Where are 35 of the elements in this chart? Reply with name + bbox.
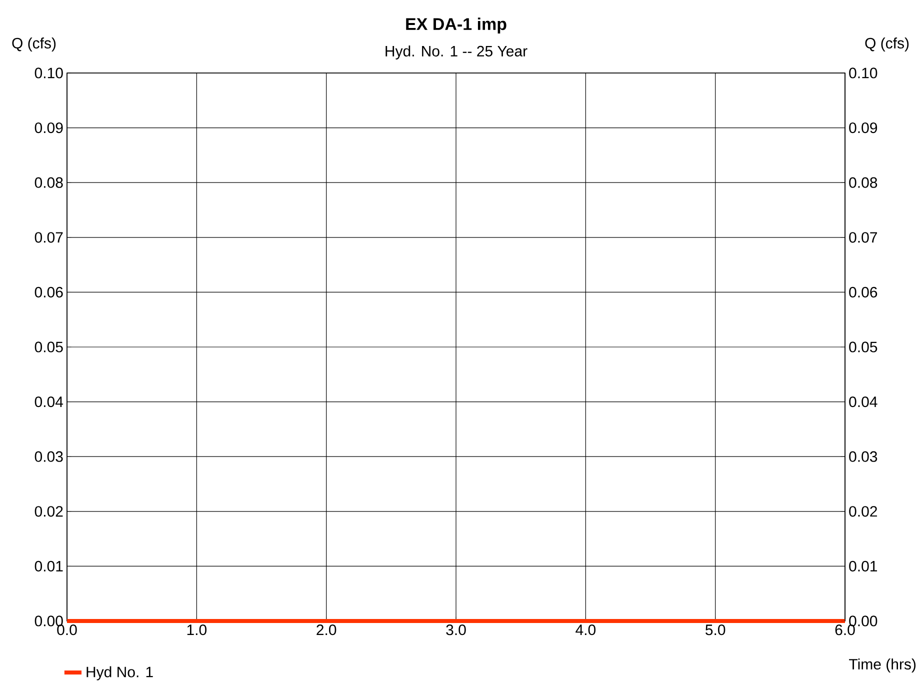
y2-tick-label: 0.08: [849, 177, 878, 188]
y2-tick-label: 0.04: [849, 396, 878, 408]
y-tick-label: 0.00: [34, 616, 63, 626]
y-tick-label: 0.05: [34, 342, 63, 352]
x-tick-label: 5.0: [706, 624, 726, 636]
y-tick-label: 0.03: [34, 451, 63, 462]
y2-tick-label: 0.05: [849, 342, 878, 352]
legend-label: Hyd No. 1: [86, 666, 153, 680]
y2-tick-label: 0.02: [849, 506, 877, 517]
y-tick-label: 0.09: [34, 122, 63, 134]
y2-tick-label: 0.00: [849, 616, 878, 626]
x-tick-label: 2.0: [316, 624, 336, 636]
y2-tick-label: 0.03: [849, 451, 878, 462]
x-tick-label: 6.0: [835, 624, 855, 636]
x-axis-title: Time (hrs): [849, 658, 916, 673]
x-tick-label: 4.0: [576, 624, 596, 636]
y-tick-label: 0.02: [34, 506, 63, 517]
x-tick-label: 0.0: [57, 624, 77, 636]
y-axis-title: Q (cfs): [12, 37, 56, 52]
y2-axis-title: Q (cfs): [865, 37, 909, 52]
y-tick-label: 0.07: [34, 232, 63, 243]
y-tick-label: 0.10: [34, 68, 63, 78]
chart-title: EX DA-1 imp: [406, 18, 506, 34]
x-tick-label: 3.0: [446, 624, 466, 636]
y-tick-label: 0.08: [34, 177, 63, 188]
y2-tick-label: 0.01: [849, 560, 878, 572]
y2-tick-label: 0.07: [849, 232, 877, 243]
y-tick-label: 0.06: [34, 286, 63, 298]
y2-tick-label: 0.06: [849, 286, 878, 298]
y-tick-label: 0.01: [34, 560, 63, 572]
x-tick-label: 1.0: [187, 624, 206, 636]
y-tick-label: 0.04: [34, 396, 64, 408]
y2-tick-label: 0.10: [849, 68, 878, 78]
y2-tick-label: 0.09: [849, 122, 878, 134]
chart-subtitle: Hyd. No. 1 -- 25 Year: [386, 45, 528, 60]
